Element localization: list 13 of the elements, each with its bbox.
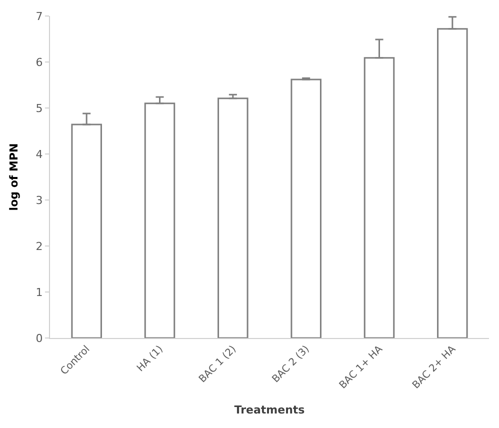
bar (218, 98, 248, 338)
y-tick-label: 3 (36, 194, 43, 207)
y-tick-label: 6 (36, 56, 43, 69)
y-tick-label: 4 (36, 148, 43, 161)
x-axis-title: Treatments (234, 403, 306, 416)
y-tick-label: 5 (36, 102, 43, 115)
y-tick-label: 2 (36, 240, 43, 253)
bar (290, 78, 322, 338)
y-tick-label: 7 (36, 10, 43, 23)
y-tick-label: 1 (36, 286, 43, 299)
y-axis-title: log of MPN (7, 143, 20, 211)
x-tick-label: HA (1) (135, 344, 166, 374)
y-tick-label: 0 (36, 332, 43, 345)
